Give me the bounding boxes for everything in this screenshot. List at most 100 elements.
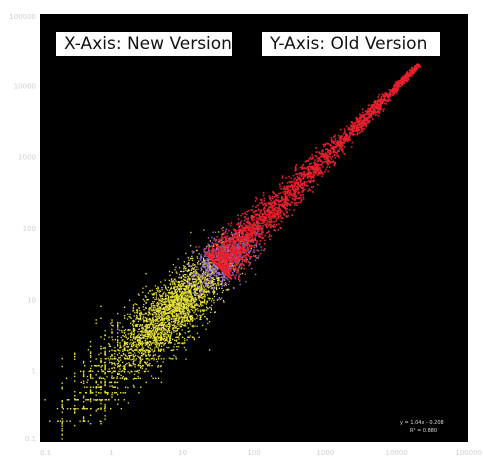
yellow-point [206,291,209,293]
yellow-point [170,288,172,290]
purple-point [225,277,227,280]
yellow-point [90,365,93,367]
yellow-point [200,257,202,259]
yellow-point [135,324,137,326]
yellow-point [73,408,75,410]
yellow-point [139,349,141,351]
yellow-point [183,292,186,294]
yellow-point [168,306,170,308]
yellow-point [197,295,200,298]
yellow-point [139,317,142,319]
yellow-point [159,365,161,368]
yellow-point [245,234,247,236]
purple-point [177,287,179,289]
yellow-point [199,285,201,288]
yellow-point [189,320,191,323]
yellow-point [189,301,191,303]
yellow-point [133,337,135,339]
red-point [300,172,303,174]
yellow-point [61,386,63,389]
red-point [272,226,275,228]
yellow-point [120,359,122,361]
yellow-point [157,325,160,327]
yellow-point [174,306,176,308]
yellow-point [145,324,147,326]
purple-point [239,247,241,250]
purple-point [256,232,258,234]
yellow-point [145,307,147,309]
yellow-point [127,329,129,331]
yellow-point [175,266,177,268]
yellow-point [139,310,141,312]
yellow-point [111,367,113,369]
yellow-point [117,365,120,367]
yellow-point [202,275,204,277]
yellow-point [172,306,174,308]
purple-point [239,223,241,225]
red-point [353,128,355,130]
red-point [308,188,311,190]
yellow-point [183,310,185,312]
yellow-point [104,392,107,394]
yellow-point [146,334,148,336]
yellow-point [178,303,180,305]
yellow-point [97,365,99,367]
yellow-point [192,307,194,309]
purple-point [205,270,207,272]
purple-point [212,264,214,266]
red-point [401,83,404,85]
yellow-point [113,363,116,365]
purple-point [194,269,197,271]
yellow-point [167,300,169,302]
yellow-point [157,327,159,329]
yellow-point [150,320,152,322]
red-point [335,145,337,148]
red-point [253,246,255,249]
yellow-point [172,327,174,329]
purple-point [221,271,223,274]
yellow-point [149,318,152,321]
yellow-point [168,298,170,300]
yellow-point [168,289,171,291]
yellow-point [173,278,175,280]
yellow-point [160,299,162,301]
yellow-point [146,342,148,344]
yellow-point [192,309,194,312]
yellow-point [157,377,160,379]
red-point [292,174,295,177]
yellow-point [153,336,155,338]
red-point [224,266,226,268]
yellow-point [138,356,140,358]
yellow-point [181,283,184,285]
yellow-point [151,313,153,315]
red-point [241,233,243,235]
red-point [344,130,346,132]
yellow-point [166,338,168,341]
yellow-point [154,311,156,314]
yellow-point [170,342,172,344]
red-point [364,110,367,112]
red-point [284,209,287,211]
yellow-point [170,313,172,315]
yellow-point [181,322,183,324]
yellow-point [61,388,63,390]
yellow-point [132,343,134,345]
yellow-point [240,267,242,270]
yellow-point [154,315,157,318]
red-point [244,273,247,276]
yellow-point [145,351,147,354]
yellow-point [138,318,140,320]
yellow-point [191,298,193,300]
purple-point [262,227,264,229]
purple-point [236,243,239,246]
yellow-point [185,252,187,254]
yellow-point [172,302,174,304]
yellow-point [184,301,186,303]
red-point [229,252,231,255]
yellow-point [203,310,205,312]
purple-point [212,273,214,275]
yellow-point [104,372,106,374]
yellow-point [182,296,184,298]
yellow-point [95,410,97,412]
yellow-point [155,310,158,312]
